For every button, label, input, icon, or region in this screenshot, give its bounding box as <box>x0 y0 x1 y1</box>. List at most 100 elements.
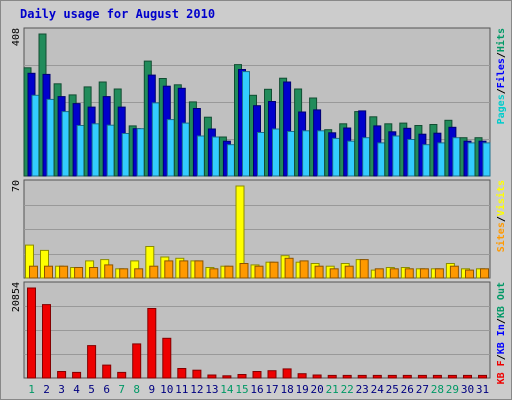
bar-pages-day-27 <box>422 144 431 177</box>
legend-entry: KB Out <box>496 282 507 318</box>
bar-kb-f-day-16 <box>252 371 262 379</box>
bar-pages-day-23 <box>362 137 371 177</box>
x-axis-labels: 1 2 3 4 5 6 7 8 9 10 11 12 13 14 15 16 17 18 19 20 21 22 23 24 2… <box>28 383 489 396</box>
bar-pages-day-28 <box>437 142 446 177</box>
x-tick-label: 15 <box>235 383 248 396</box>
panel-hits-max-label: 408 <box>11 28 22 46</box>
bar-sites-day-30 <box>465 269 474 279</box>
bar-kb-f-day-21 <box>327 374 337 379</box>
bar-kb-f-day-9 <box>147 308 157 379</box>
bar-pages-day-4 <box>76 125 85 177</box>
bar-sites-day-24 <box>374 268 384 279</box>
bar-sites-day-28 <box>434 268 444 279</box>
legend-entry: Sites <box>495 222 507 252</box>
legend-entry: Files <box>495 58 507 88</box>
bar-pages-day-30 <box>467 142 476 177</box>
legend-entry: Hits <box>495 28 507 52</box>
bar-kb-f-day-26 <box>402 374 412 379</box>
panel-kb-max-label: 20854 <box>11 282 22 312</box>
x-tick-label: 6 <box>103 383 110 396</box>
legend-entry: / <box>496 88 507 94</box>
bar-sites-day-1 <box>29 265 38 279</box>
x-tick-label: 30 <box>461 383 474 396</box>
bar-kb-f-day-30 <box>463 374 472 379</box>
bar-kb-f-day-4 <box>72 371 82 379</box>
bar-pages-day-31 <box>482 142 491 177</box>
x-tick-label: 8 <box>133 383 140 396</box>
bar-sites-day-19 <box>299 260 309 279</box>
bar-kb-f-day-24 <box>372 374 382 379</box>
bar-kb-f-day-28 <box>432 374 442 379</box>
bar-sites-day-23 <box>359 259 369 279</box>
bar-pages-day-8 <box>136 128 145 177</box>
bar-sites-day-13 <box>209 268 219 279</box>
bar-pages-day-2 <box>46 98 55 177</box>
bar-sites-day-4 <box>74 267 84 279</box>
bar-kb-f-day-18 <box>282 368 292 379</box>
bar-pages-day-15 <box>242 71 250 177</box>
legend-entry: / <box>496 318 507 324</box>
bar-sites-day-16 <box>254 265 264 279</box>
chart-panels: 408Pages/Files/Hits70Sites/Visits20854KB… <box>11 27 507 384</box>
bar-kb-f-day-1 <box>27 287 36 379</box>
bar-kb-f-day-31 <box>478 374 487 379</box>
x-tick-label: 5 <box>88 383 95 396</box>
bar-sites-day-11 <box>179 260 189 279</box>
bar-sites-day-6 <box>104 264 114 279</box>
bar-kb-f-day-11 <box>177 368 187 379</box>
panel-kb-legend: KB F/KB In/KB Out <box>496 282 507 384</box>
bar-kb-f-day-22 <box>342 374 352 379</box>
legend-entry: KB In <box>496 324 507 354</box>
bar-sites-day-14 <box>224 265 234 279</box>
bar-sites-day-8 <box>134 268 144 279</box>
bar-kb-f-day-2 <box>42 304 51 379</box>
bar-kb-f-day-3 <box>57 371 67 379</box>
bar-pages-day-25 <box>392 135 401 177</box>
bar-kb-f-day-6 <box>102 364 112 379</box>
bar-sites-day-7 <box>119 268 129 279</box>
legend-entry: Visits <box>495 180 507 216</box>
bar-sites-day-12 <box>194 260 204 279</box>
panel-hits-legend: Pages/Files/Hits <box>495 28 507 124</box>
bar-kb-f-day-7 <box>117 371 127 379</box>
x-tick-label: 12 <box>190 383 203 396</box>
legend-entry: KB F <box>496 360 507 384</box>
bar-pages-day-9 <box>151 102 160 177</box>
bar-pages-day-6 <box>106 124 115 177</box>
bar-pages-day-24 <box>377 142 386 177</box>
x-tick-label: 17 <box>265 383 278 396</box>
bar-sites-day-31 <box>480 268 489 279</box>
legend-entry: / <box>496 52 507 58</box>
x-tick-label: 31 <box>476 383 489 396</box>
bar-sites-day-29 <box>449 265 459 279</box>
bar-kb-f-day-23 <box>357 374 367 379</box>
bar-pages-day-5 <box>91 123 100 177</box>
panel-visits-max-label: 70 <box>11 180 22 192</box>
bar-kb-f-day-13 <box>207 374 217 379</box>
bar-kb-f-day-12 <box>192 369 202 379</box>
bar-sites-day-5 <box>89 267 99 279</box>
bar-pages-day-3 <box>61 111 70 177</box>
x-tick-label: 9 <box>148 383 155 396</box>
x-tick-label: 26 <box>401 383 414 396</box>
x-tick-label: 11 <box>175 383 188 396</box>
bar-sites-day-26 <box>404 268 414 279</box>
bar-kb-f-day-10 <box>162 337 172 379</box>
bar-pages-day-11 <box>181 122 190 177</box>
x-tick-label: 18 <box>280 383 293 396</box>
bar-kb-f-day-15 <box>237 374 247 379</box>
bar-pages-day-19 <box>302 130 311 177</box>
bar-pages-day-26 <box>407 139 416 177</box>
bar-sites-day-22 <box>344 265 354 279</box>
legend-entry: / <box>496 216 507 222</box>
bar-sites-day-15 <box>239 263 249 279</box>
bar-pages-day-1 <box>31 94 40 177</box>
bar-kb-f-day-19 <box>297 373 307 379</box>
bar-pages-day-7 <box>121 133 130 177</box>
bar-kb-f-day-27 <box>417 374 427 379</box>
chart-title: Daily usage for August 2010 <box>20 7 215 21</box>
x-tick-label: 19 <box>295 383 308 396</box>
x-tick-label: 25 <box>386 383 399 396</box>
